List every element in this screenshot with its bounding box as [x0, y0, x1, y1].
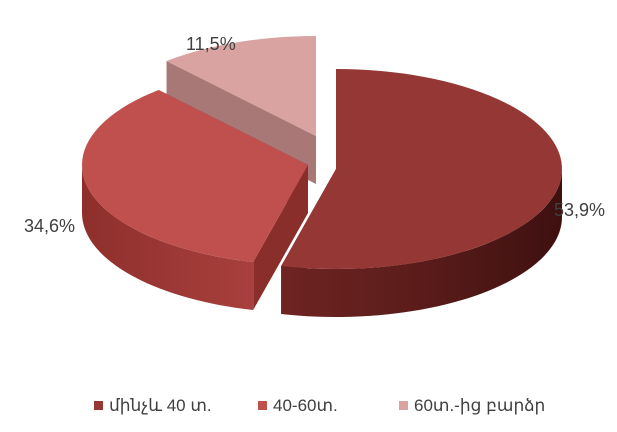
- legend: մինչև 40 տ. 40-60տ. 60տ.-ից բարձր: [94, 396, 545, 415]
- legend-swatch-1: [258, 401, 267, 410]
- legend-label-0: մինչև 40 տ.: [109, 396, 212, 415]
- data-label-0: 53,9%: [554, 200, 605, 220]
- legend-swatch-2: [399, 401, 408, 410]
- pie-slice-side-1: [82, 165, 254, 311]
- data-label-2: 11,5%: [186, 34, 236, 54]
- legend-label-1: 40-60տ.: [273, 396, 338, 415]
- data-labels: 53,9% 34,6% 11,5%: [24, 34, 605, 236]
- pie-slice-top-1: [82, 89, 308, 263]
- legend-item-2: 60տ.-ից բարձր: [399, 396, 545, 415]
- pie-slice-1: [82, 89, 308, 311]
- slices-layer: [82, 36, 562, 317]
- legend-label-2: 60տ.-ից բարձր: [414, 396, 545, 415]
- pie-slice-0: [281, 69, 562, 317]
- legend-item-0: մինչև 40 տ.: [94, 396, 212, 415]
- pie-slice-side-0: [281, 169, 562, 317]
- legend-swatch-0: [94, 401, 103, 410]
- legend-item-1: 40-60տ.: [258, 396, 338, 415]
- pie-slice-top-2: [166, 36, 316, 136]
- pie-slice-top-0: [281, 69, 562, 269]
- data-label-1: 34,6%: [24, 216, 75, 236]
